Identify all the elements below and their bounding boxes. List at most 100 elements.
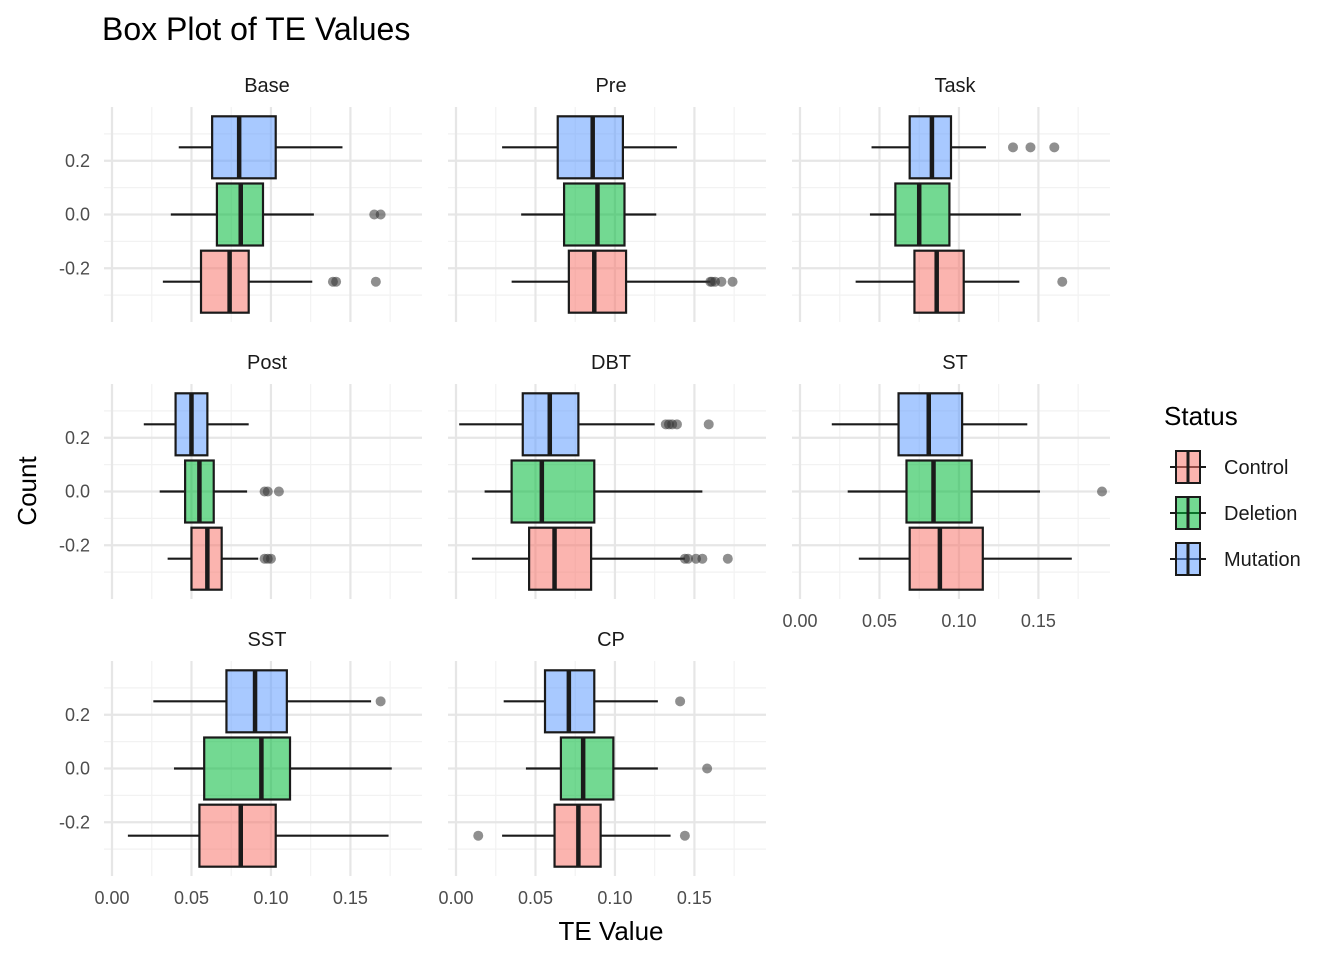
legend-item-control: Control: [1170, 450, 1288, 484]
box-task-control: [855, 249, 1068, 314]
outlier-point: [473, 830, 484, 841]
box-iqr: [528, 526, 593, 591]
box-base-control: [162, 249, 381, 314]
y-tick-label: 0.2: [65, 151, 90, 171]
box-post-mutation: [143, 392, 249, 457]
x-tick-label: 0.00: [782, 611, 817, 631]
x-tick-label: 0.05: [518, 888, 553, 908]
x-tick-label: 0.15: [677, 888, 712, 908]
panel-st: ST 0.00 0.05 0.10 0.15: [782, 352, 1110, 631]
box-sst-mutation: [153, 669, 386, 734]
panel-cp: CP 0.00 0.05 0.10 0.15: [438, 629, 766, 908]
panel-strip-label: ST: [942, 352, 968, 374]
box-iqr: [198, 803, 277, 868]
box-base-deletion: [170, 182, 386, 247]
box-pre-mutation: [502, 115, 677, 180]
outlier-point: [1025, 142, 1036, 153]
box-iqr: [559, 736, 615, 801]
legend-item-deletion: Deletion: [1170, 496, 1297, 530]
legend-label: Mutation: [1224, 549, 1301, 571]
outlier-point: [1057, 276, 1068, 287]
box-post-deletion: [159, 459, 284, 524]
box-pre-control: [511, 249, 738, 314]
panel-sst: SST 0.2 0.0 -0.2 0.00 0.05 0.10 0.15: [59, 629, 422, 908]
outlier-point: [1097, 486, 1107, 497]
box-iqr: [556, 115, 624, 180]
box-iqr: [894, 182, 951, 247]
facet-panels: Base 0.2 0.0 -0.2 Pre Task Post 0.2 0.0 -0.2 DBT ST…: [59, 75, 1110, 908]
box-dbt-deletion: [484, 459, 703, 524]
box-cp-deletion: [525, 736, 713, 801]
box-iqr: [913, 249, 965, 314]
outlier-point: [683, 553, 694, 564]
x-tick-label: 0.00: [438, 888, 473, 908]
panel-dbt: DBT: [448, 352, 766, 599]
box-base-mutation: [178, 115, 343, 180]
box-iqr: [562, 182, 626, 247]
box-iqr: [203, 736, 292, 801]
outlier-point: [1007, 142, 1018, 153]
panel-post: Post 0.2 0.0 -0.2: [59, 352, 422, 599]
y-tick-label: 0.0: [65, 482, 90, 502]
box-post-control: [167, 526, 276, 591]
x-tick-label: 0.00: [94, 888, 129, 908]
box-sst-deletion: [173, 736, 392, 801]
x-tick-label: 0.10: [941, 611, 976, 631]
outlier-point: [375, 696, 386, 707]
outlier-point: [1049, 142, 1060, 153]
box-cp-control: [473, 803, 690, 868]
y-tick-label: 0.0: [65, 759, 90, 779]
x-tick-label: 0.05: [174, 888, 209, 908]
x-tick-label: 0.15: [333, 888, 368, 908]
panel-base: Base 0.2 0.0 -0.2: [59, 75, 422, 322]
box-iqr: [567, 249, 628, 314]
panel-strip-label: Pre: [595, 75, 626, 97]
panel-strip-label: CP: [597, 629, 625, 651]
outlier-point: [727, 276, 738, 287]
x-tick-label: 0.15: [1021, 611, 1056, 631]
box-st-mutation: [831, 392, 1028, 457]
legend-label: Control: [1224, 457, 1288, 479]
box-cp-mutation: [503, 669, 686, 734]
panel-strip-label: DBT: [591, 352, 631, 374]
outlier-point: [671, 419, 682, 430]
legend-title: Status: [1164, 401, 1238, 431]
box-dbt-mutation: [459, 392, 714, 457]
y-axis-title: Count: [12, 456, 42, 526]
box-st-deletion: [847, 459, 1107, 524]
outlier-point: [702, 763, 713, 774]
outlier-point: [265, 553, 276, 564]
box-pre-deletion: [521, 182, 657, 247]
y-tick-label: -0.2: [59, 258, 90, 278]
x-tick-label: 0.10: [253, 888, 288, 908]
x-tick-label: 0.10: [597, 888, 632, 908]
box-dbt-control: [471, 526, 733, 591]
outlier-point: [273, 486, 284, 497]
panel-pre: Pre: [448, 75, 766, 322]
legend-item-mutation: Mutation: [1170, 542, 1301, 576]
box-task-mutation: [871, 115, 1060, 180]
outlier-point: [370, 276, 381, 287]
box-iqr: [905, 459, 973, 524]
y-tick-label: 0.2: [65, 705, 90, 725]
outlier-point: [722, 553, 733, 564]
chart-title: Box Plot of TE Values: [102, 11, 410, 47]
panel-strip-label: SST: [248, 629, 287, 651]
outlier-point: [262, 486, 273, 497]
box-iqr: [199, 249, 250, 314]
y-tick-label: -0.2: [59, 535, 90, 555]
box-iqr: [510, 459, 596, 524]
outlier-point: [675, 696, 686, 707]
legend: Status Control Deletion Mutation: [1164, 401, 1301, 576]
outlier-point: [331, 276, 342, 287]
x-tick-label: 0.05: [862, 611, 897, 631]
panel-strip-label: Task: [934, 75, 976, 97]
box-iqr: [211, 115, 277, 180]
box-st-control: [858, 526, 1072, 591]
outlier-point: [697, 553, 708, 564]
box-iqr: [908, 526, 984, 591]
panel-task: Task: [792, 75, 1110, 322]
y-tick-label: -0.2: [59, 812, 90, 832]
outlier-point: [703, 419, 714, 430]
box-sst-control: [127, 803, 389, 868]
